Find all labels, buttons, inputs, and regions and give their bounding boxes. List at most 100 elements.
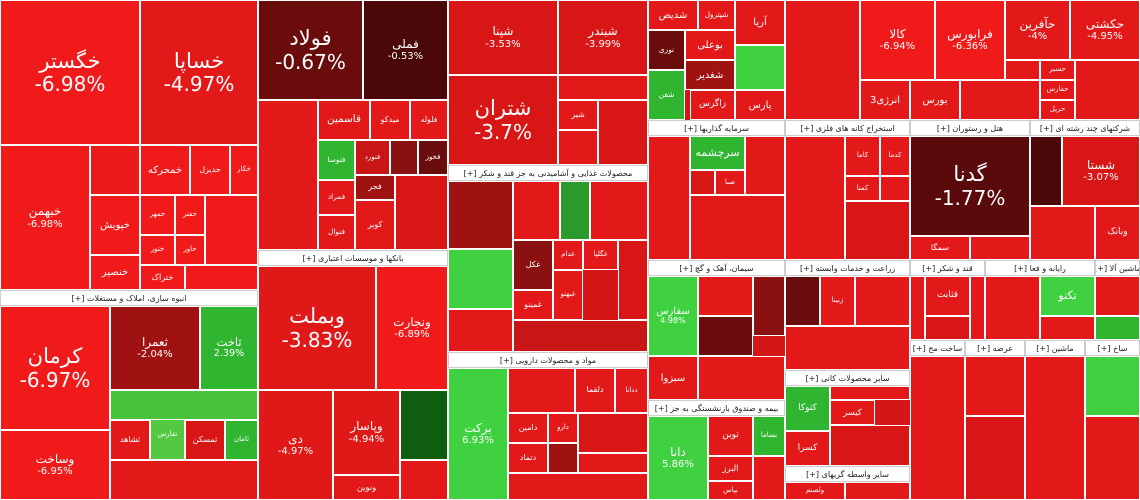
group-header: استخراج کانه های فلزی [+] xyxy=(785,120,910,136)
tile-label: شیر xyxy=(571,109,585,119)
tile-label: فخوز xyxy=(425,152,441,161)
tile: وبانک xyxy=(1095,206,1140,260)
tile-label: شستا xyxy=(1086,157,1116,172)
tile xyxy=(1075,60,1140,120)
tile xyxy=(965,356,1025,416)
tile-label: حکشتی xyxy=(1085,16,1125,31)
tile xyxy=(513,181,560,240)
tile: فرابورس -6.36% xyxy=(935,0,1005,80)
tile xyxy=(698,316,753,356)
tile: خدیزل xyxy=(190,145,230,195)
tile xyxy=(880,176,910,201)
tile: نوری xyxy=(648,30,685,70)
tile xyxy=(560,181,590,240)
tile-label: ثعمرا xyxy=(141,334,169,349)
group-header: سایر واسطه گریهای [+] xyxy=(785,466,910,482)
tile-label: غبهنو xyxy=(560,290,576,299)
tile: آریا xyxy=(735,0,785,45)
tile: ثعمرا -2.04% xyxy=(110,306,200,390)
tile-label: دانا xyxy=(670,444,686,459)
tile: خبهمن -6.98% xyxy=(0,145,90,290)
tile xyxy=(753,276,785,336)
group-header: انبوه سازی، املاک و مستغلات [+] xyxy=(0,290,258,306)
tile-label: فرابورس xyxy=(947,26,993,41)
tile-label: ثمسکن xyxy=(192,434,218,444)
group-header: بانکها و موسسات اعتباری [+] xyxy=(258,250,448,266)
tile: حآفرین -4% xyxy=(1005,0,1070,60)
tile: شدیص xyxy=(648,0,698,30)
tile-label: فمراد xyxy=(327,192,346,202)
tile: سمگا xyxy=(910,236,970,260)
tile: غکل xyxy=(513,240,553,290)
tile-label: کتوکا xyxy=(798,402,817,413)
tile xyxy=(965,416,1025,500)
tile xyxy=(735,45,785,90)
tile: ثامان xyxy=(225,420,258,460)
tile-change: -3.07% xyxy=(1083,172,1119,184)
tile-label: آریا xyxy=(753,17,767,28)
tile-change: -6.36% xyxy=(952,41,988,53)
tile xyxy=(448,309,513,352)
tile: کمنا xyxy=(845,176,880,201)
tile-label: بپاس xyxy=(723,485,738,494)
group-header: عرضه [+] xyxy=(965,340,1025,356)
group-header: سیمان، آهک و گچ [+] xyxy=(648,260,785,276)
tile-change: 4.98% xyxy=(660,316,686,326)
tile: حسیر xyxy=(1040,60,1075,80)
tile xyxy=(830,386,910,400)
group-header: زراعت و خدمات وابسته [+] xyxy=(785,260,910,276)
tile-label: خکار xyxy=(237,165,251,174)
tile: ددانا xyxy=(615,368,648,413)
tile xyxy=(448,181,513,249)
tile-label: انرژی3 xyxy=(869,94,901,106)
tile-label: شپنا xyxy=(492,24,514,39)
tile xyxy=(1095,316,1140,340)
tile-change: -6.97% xyxy=(19,367,91,392)
tile: انرژی3 xyxy=(860,80,910,120)
tile: سرچشمه xyxy=(690,136,745,170)
tile: کاما xyxy=(845,136,880,176)
tile: دامین xyxy=(508,413,548,443)
tile-label: زبینا xyxy=(831,296,844,305)
tile: خنصیر xyxy=(90,255,140,290)
tile: قثابت xyxy=(925,276,970,316)
tile-label: ونجارت xyxy=(393,314,431,329)
tile xyxy=(185,265,258,290)
tile xyxy=(830,425,910,466)
tile: ونوین xyxy=(333,475,400,500)
tile-label: قاسمین xyxy=(327,113,361,126)
tile-change: -6.89% xyxy=(394,329,430,341)
tile: فمراد xyxy=(318,180,355,215)
tile xyxy=(110,460,258,500)
tile xyxy=(558,75,648,100)
tile-label: خبهمن xyxy=(28,204,62,219)
tile-label: بساما xyxy=(760,431,778,440)
tile-label: وساخت xyxy=(35,451,75,466)
tile-label: فنورد xyxy=(364,152,381,161)
tile: میدکو xyxy=(370,100,410,140)
tile xyxy=(258,100,318,250)
tile: صبا xyxy=(715,170,745,195)
tile-label: غدام xyxy=(561,250,575,259)
group-header: قند و شکر [+] xyxy=(910,260,985,276)
tile: خفنر xyxy=(175,195,205,235)
tile xyxy=(1095,276,1140,316)
tile: شستا -3.07% xyxy=(1062,136,1140,206)
group-header: شرکتهای چند رشته ای [+] xyxy=(1030,120,1140,136)
tile xyxy=(925,316,970,340)
tile-label: شبندر xyxy=(588,24,618,39)
tile xyxy=(698,276,753,316)
tile-label: غگلپا xyxy=(593,250,608,259)
tile: فتوسا xyxy=(318,140,355,180)
tile: وپاسار -4.94% xyxy=(333,390,400,475)
tile: شپنا -3.53% xyxy=(448,0,558,75)
tile: شیر xyxy=(558,100,598,130)
group-header: ماشین [+] xyxy=(1025,340,1085,356)
tile: سبزوا xyxy=(648,356,698,400)
tile-label: حآفرین xyxy=(1019,16,1056,31)
tile-label: فجر xyxy=(368,182,382,192)
tile-label: خگستر xyxy=(39,48,101,73)
tile-change: -3.83% xyxy=(281,327,353,352)
tile xyxy=(1040,316,1095,340)
tile-label: میدکو xyxy=(380,114,400,124)
